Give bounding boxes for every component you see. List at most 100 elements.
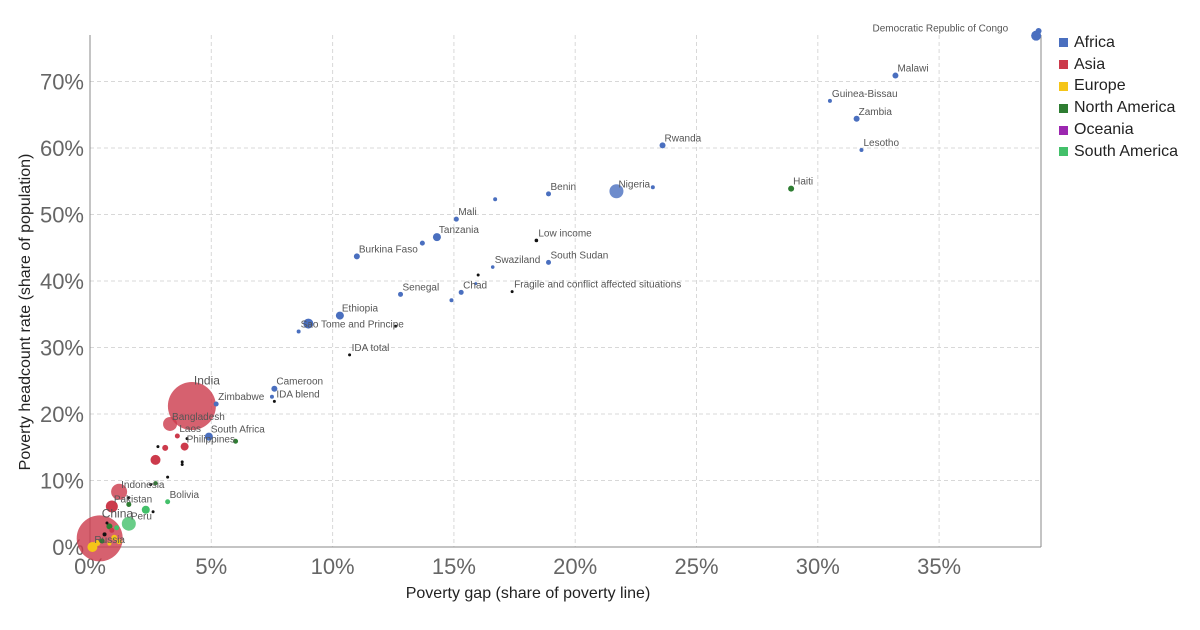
data-point[interactable] [180, 463, 184, 467]
data-point[interactable] [269, 394, 274, 399]
data-point[interactable] [107, 541, 112, 546]
legend-item[interactable]: North America [1059, 97, 1178, 119]
data-point[interactable] [458, 289, 464, 295]
data-point[interactable] [166, 475, 170, 479]
data-point[interactable] [1035, 28, 1042, 35]
legend-item[interactable]: Europe [1059, 76, 1178, 98]
legend-item[interactable]: South America [1059, 141, 1178, 163]
data-point[interactable] [109, 527, 115, 533]
data-point[interactable] [296, 329, 301, 334]
legend-item[interactable]: Asia [1059, 54, 1178, 76]
point-label: Democratic Republic of Congo [873, 24, 1009, 35]
legend-label: Asia [1074, 55, 1106, 73]
data-point[interactable] [419, 240, 425, 246]
data-point[interactable] [609, 184, 624, 199]
data-point[interactable] [204, 432, 213, 441]
data-point[interactable] [102, 532, 107, 537]
point-label: Laos [179, 424, 201, 435]
data-point[interactable] [650, 185, 655, 190]
data-point[interactable] [213, 401, 219, 407]
data-point[interactable] [94, 540, 101, 547]
data-point[interactable] [546, 259, 552, 265]
data-point[interactable] [185, 437, 189, 441]
data-point[interactable] [449, 298, 454, 303]
data-point[interactable] [432, 233, 441, 242]
data-point[interactable] [233, 438, 239, 444]
y-tick-label: 60% [40, 136, 84, 161]
data-point[interactable] [348, 353, 352, 357]
point-label: India [194, 373, 220, 387]
data-point[interactable] [827, 98, 832, 103]
data-point[interactable] [99, 538, 105, 544]
data-point[interactable] [659, 142, 666, 149]
y-axis-title: Poverty headcount rate (share of populat… [17, 154, 34, 471]
y-tick-label: 10% [40, 469, 84, 494]
point-label: South Africa [211, 425, 265, 436]
data-point[interactable] [111, 534, 118, 541]
x-tick-label: 25% [674, 554, 718, 579]
legend-label: North America [1074, 99, 1176, 117]
legend-item[interactable]: Africa [1059, 32, 1178, 54]
data-point[interactable] [453, 216, 459, 222]
data-point[interactable] [126, 501, 132, 507]
data-point[interactable] [394, 324, 398, 328]
data-point[interactable] [106, 523, 113, 530]
x-tick-label: 30% [796, 554, 840, 579]
data-point[interactable] [163, 416, 178, 431]
data-point[interactable] [853, 115, 860, 122]
point-label: Peru [131, 512, 152, 523]
data-point[interactable] [162, 444, 169, 451]
point-label: Ethiopia [342, 304, 379, 315]
point-label: Philippines [187, 435, 235, 446]
data-point[interactable] [303, 318, 314, 329]
legend-swatch [1059, 38, 1068, 48]
data-point[interactable] [335, 311, 344, 320]
point-label: Sao Tome and Principe [301, 320, 405, 331]
point-label: Senegal [403, 282, 440, 293]
data-point[interactable] [490, 265, 495, 269]
data-point[interactable] [127, 496, 131, 500]
data-point[interactable] [180, 460, 184, 464]
axes: 0%10%20%30%40%50%60%70%0% 5% 10% 15% 20% 25% 3… [40, 35, 1042, 579]
data-point[interactable] [534, 238, 539, 243]
data-point[interactable] [180, 442, 189, 451]
data-point[interactable] [546, 191, 552, 197]
point-label: Zimbabwe [218, 392, 265, 403]
legend-swatch [1059, 103, 1068, 113]
data-point[interactable] [353, 253, 360, 260]
data-point[interactable] [271, 385, 278, 392]
data-point[interactable] [174, 433, 180, 439]
data-point[interactable] [153, 481, 158, 486]
data-point[interactable] [788, 185, 795, 192]
legend-swatch [1059, 125, 1068, 135]
data-point[interactable] [150, 454, 161, 465]
data-point[interactable] [111, 483, 128, 500]
data-point[interactable] [272, 399, 276, 403]
data-point[interactable] [859, 148, 864, 153]
data-point[interactable] [105, 500, 118, 513]
point-label: Burkina Faso [359, 244, 418, 255]
data-point[interactable] [892, 72, 899, 79]
data-point[interactable] [476, 273, 480, 277]
point-labels: Democratic Republic of Congo Malawi Guinea… [94, 24, 1008, 546]
data-point[interactable] [114, 525, 120, 531]
data-point[interactable] [105, 521, 109, 525]
point-label: Mali [458, 207, 476, 218]
data-point[interactable] [141, 505, 150, 514]
data-point[interactable] [167, 382, 216, 431]
data-point[interactable] [149, 482, 153, 486]
legend-item[interactable]: Oceania [1059, 119, 1178, 141]
y-tick-label: 70% [40, 70, 84, 95]
data-point[interactable] [510, 290, 514, 294]
legend: Africa Asia Europe North America Oceania Sout… [1059, 32, 1178, 163]
data-point[interactable] [493, 197, 498, 202]
data-point[interactable] [156, 445, 160, 449]
data-point[interactable] [116, 539, 122, 545]
data-point[interactable] [398, 291, 404, 297]
point-label: Bolivia [170, 490, 200, 501]
data-point[interactable] [121, 516, 136, 531]
data-point[interactable] [474, 282, 478, 286]
point-label: Low income [538, 228, 592, 239]
data-point[interactable] [151, 510, 155, 514]
data-point[interactable] [165, 499, 171, 505]
